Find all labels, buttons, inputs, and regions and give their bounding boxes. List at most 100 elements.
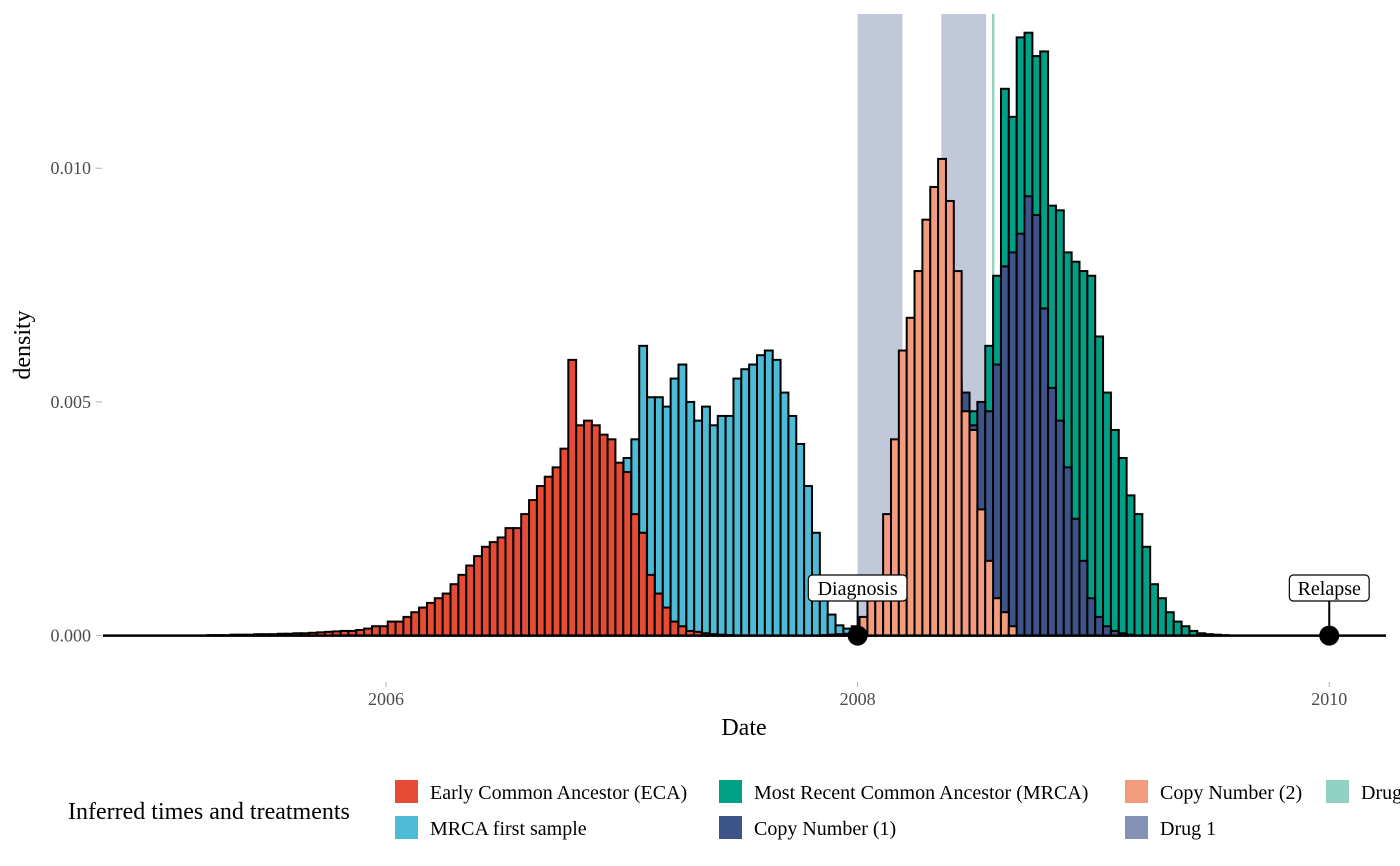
bar-mrca-first-sample (826, 613, 837, 637)
bar-copy-number-2 (921, 218, 932, 637)
bar-copy-number-2 (913, 270, 924, 637)
axes: 0.000 0.005 0.010 2006 2008 2010 (51, 158, 1386, 709)
bar-early-common-ancestor-eca (590, 424, 601, 637)
bar-mrca-first-sample (724, 414, 735, 637)
bar-most-recent-common-ancestor-mrca (1094, 335, 1105, 637)
bar-early-common-ancestor-eca (441, 592, 452, 637)
bar-most-recent-common-ancestor-mrca (1180, 625, 1191, 637)
bar-copy-number-2 (929, 185, 940, 637)
bar-copy-number-2 (960, 410, 971, 637)
bar-most-recent-common-ancestor-mrca (1133, 513, 1144, 637)
bar-early-common-ancestor-eca (457, 573, 468, 637)
bar-mrca-first-sample (756, 354, 766, 637)
legend-swatch (395, 816, 418, 839)
event-markers: Diagnosis Relapse (807, 574, 1370, 646)
bar-early-common-ancestor-eca (535, 485, 546, 637)
bar-copy-number-1 (1054, 419, 1065, 637)
bar-copy-number-1 (1086, 597, 1097, 637)
bar-copy-number-2 (905, 316, 916, 637)
bar-early-common-ancestor-eca (370, 625, 381, 637)
bar-copy-number-1 (1094, 615, 1105, 637)
bar-mrca-first-sample (763, 349, 774, 637)
bar-early-common-ancestor-eca (567, 358, 578, 637)
bar-most-recent-common-ancestor-mrca (1149, 583, 1160, 637)
y-tick-label: 0.000 (51, 626, 92, 646)
bar-copy-number-1 (1070, 517, 1081, 637)
y-tick-label: 0.005 (51, 392, 92, 412)
y-tick-label: 0.010 (51, 158, 92, 178)
legend-label: Most Recent Common Ancestor (MRCA) (754, 782, 1088, 804)
y-axis-title: density (10, 310, 36, 379)
bar-copy-number-2 (992, 597, 1002, 637)
bar-early-common-ancestor-eca (528, 499, 538, 637)
bar-early-common-ancestor-eca (630, 513, 640, 637)
bar-mrca-first-sample (661, 405, 672, 637)
bar-early-common-ancestor-eca (449, 583, 460, 637)
bar-early-common-ancestor-eca (386, 620, 397, 637)
bar-most-recent-common-ancestor-mrca (1164, 611, 1175, 637)
bar-early-common-ancestor-eca (598, 433, 609, 637)
legend-swatch (1125, 780, 1148, 803)
bar-early-common-ancestor-eca (410, 611, 421, 637)
bar-mrca-first-sample (685, 400, 696, 637)
legend-entry-copy-number-1: Copy Number (1) (719, 816, 896, 840)
event-point (847, 625, 868, 646)
bar-early-common-ancestor-eca (551, 466, 562, 637)
bar-most-recent-common-ancestor-mrca (1157, 597, 1167, 637)
event-label: Relapse (1298, 578, 1361, 600)
bar-mrca-first-sample (748, 363, 759, 637)
bar-mrca-first-sample (795, 442, 806, 637)
legend-label: Drug 2 (1361, 782, 1400, 804)
bar-mrca-first-sample (740, 368, 751, 637)
bar-early-common-ancestor-eca (473, 555, 483, 637)
bar-copy-number-2 (952, 270, 963, 637)
bar-early-common-ancestor-eca (418, 606, 428, 637)
bar-most-recent-common-ancestor-mrca (1125, 494, 1136, 637)
legend-entry-drug-1: Drug 1 (1125, 816, 1216, 840)
bar-mrca-first-sample (771, 358, 782, 637)
bar-early-common-ancestor-eca (402, 615, 413, 637)
x-axis-title: Date (721, 715, 766, 741)
x-tick-label: 2006 (368, 689, 404, 709)
bar-early-common-ancestor-eca (520, 513, 531, 637)
bar-early-common-ancestor-eca (465, 564, 476, 637)
bar-early-common-ancestor-eca (496, 536, 507, 637)
legend-entry-drug-2: Drug 2 (1326, 780, 1400, 804)
bar-most-recent-common-ancestor-mrca (1172, 620, 1183, 637)
bar-most-recent-common-ancestor-mrca (1102, 391, 1112, 637)
bar-most-recent-common-ancestor-mrca (1117, 457, 1128, 637)
bar-early-common-ancestor-eca (583, 419, 593, 637)
bar-early-common-ancestor-eca (425, 601, 436, 637)
bar-copy-number-2 (944, 199, 955, 637)
bar-mrca-first-sample (803, 485, 813, 637)
bar-copy-number-1 (1039, 307, 1050, 637)
bar-mrca-first-sample (779, 391, 790, 637)
legend-swatch (719, 780, 742, 803)
legend-label: Copy Number (1) (754, 818, 896, 840)
bar-mrca-first-sample (787, 414, 798, 637)
event-label: Diagnosis (818, 578, 898, 600)
bar-early-common-ancestor-eca (653, 592, 664, 637)
treatment-bands (857, 14, 995, 636)
legend-title: Inferred times and treatments (68, 799, 350, 825)
bar-copy-number-2 (984, 559, 995, 637)
bar-early-common-ancestor-eca (504, 527, 515, 637)
bar-mrca-first-sample (708, 424, 719, 637)
bar-early-common-ancestor-eca (433, 597, 444, 637)
bar-early-common-ancestor-eca (512, 527, 523, 637)
bar-copy-number-1 (1047, 386, 1057, 637)
bar-early-common-ancestor-eca (378, 625, 389, 637)
x-tick-label: 2010 (1311, 689, 1347, 709)
bar-copy-number-1 (1007, 251, 1018, 637)
legend: Inferred times and treatments Early Comm… (68, 780, 1400, 840)
bar-early-common-ancestor-eca (622, 471, 633, 637)
legend-entry-mrca-first-sample: MRCA first sample (395, 816, 587, 840)
bar-early-common-ancestor-eca (543, 475, 554, 637)
bar-copy-number-2 (889, 438, 900, 637)
bar-copy-number-2 (968, 428, 979, 637)
histogram-bars (206, 31, 1230, 637)
bar-copy-number-2 (937, 157, 947, 637)
event-label-box (1288, 574, 1370, 602)
